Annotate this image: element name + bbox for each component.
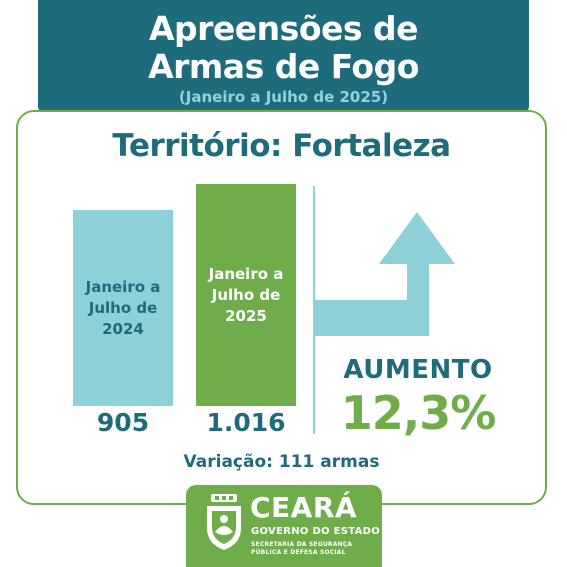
bar-2024-label: Janeiro a Julho de 2024 <box>85 277 161 338</box>
bar-2025: Janeiro a Julho de 2025 <box>196 184 296 406</box>
territory-title: Território: Fortaleza <box>112 128 451 164</box>
variation-text: Variação: 111 armas <box>183 452 380 472</box>
value-2025: 1.016 <box>206 408 286 437</box>
increase-label: AUMENTO <box>343 355 493 385</box>
header-banner: Apreensões de Armas de Fogo (Janeiro a J… <box>38 0 529 114</box>
coat-of-arms-icon <box>207 494 241 550</box>
title-line-2: Armas de Fogo <box>148 47 419 86</box>
title-line-1: Apreensões de <box>148 9 419 48</box>
subtitle: (Janeiro a Julho de 2025) <box>178 88 389 106</box>
bar-2025-label: Janeiro a Julho de 2025 <box>208 264 284 325</box>
logo-government: GOVERNO DO ESTADO <box>251 526 381 537</box>
value-2024: 905 <box>96 408 150 437</box>
increase-percent: 12,3% <box>340 386 497 440</box>
logo-secretariat: SECRETARIA DA SEGURANÇA PÚBLICA E DEFESA… <box>251 541 353 556</box>
bar-2024: Janeiro a Julho de 2024 <box>73 210 173 406</box>
arrow-up-icon <box>313 212 455 336</box>
logo-name: CEARÁ <box>250 491 358 524</box>
